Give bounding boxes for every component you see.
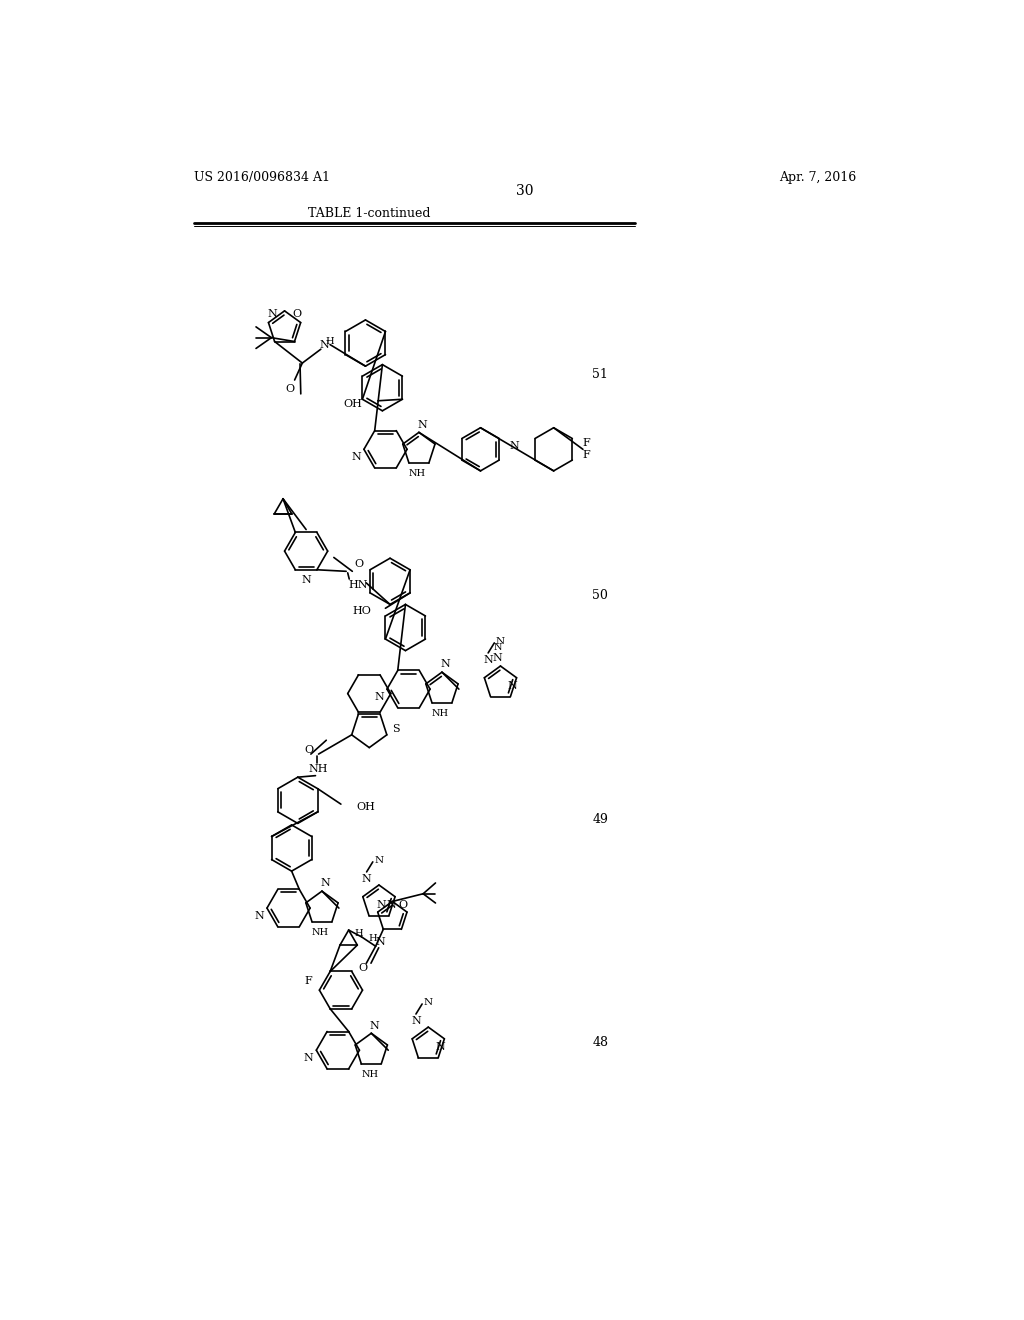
Text: N: N xyxy=(304,1053,313,1063)
Text: N: N xyxy=(411,1016,421,1026)
Text: NH: NH xyxy=(361,1071,378,1080)
Text: H: H xyxy=(369,935,377,942)
Text: N: N xyxy=(319,339,329,350)
Text: N: N xyxy=(254,911,264,921)
Text: NH: NH xyxy=(312,928,329,937)
Text: NH: NH xyxy=(432,709,449,718)
Text: N: N xyxy=(510,441,519,451)
Text: H: H xyxy=(354,929,362,939)
Text: 51: 51 xyxy=(592,367,608,380)
Text: N: N xyxy=(436,1041,445,1052)
Text: N: N xyxy=(370,1020,379,1031)
Text: F: F xyxy=(582,438,590,449)
Text: 49: 49 xyxy=(592,813,608,825)
Text: N: N xyxy=(508,681,518,692)
Text: N: N xyxy=(493,653,502,664)
Text: N: N xyxy=(375,692,384,702)
Text: OH: OH xyxy=(356,803,375,812)
Text: N: N xyxy=(424,998,433,1007)
Text: N: N xyxy=(301,576,311,585)
Text: N: N xyxy=(377,899,386,909)
Text: NH: NH xyxy=(309,764,329,775)
Text: N: N xyxy=(361,874,372,884)
Text: OH: OH xyxy=(343,399,362,409)
Text: N: N xyxy=(496,636,505,645)
Text: F: F xyxy=(305,975,312,986)
Text: O: O xyxy=(398,899,408,909)
Text: 30: 30 xyxy=(516,183,534,198)
Text: N: N xyxy=(386,900,396,909)
Text: HO: HO xyxy=(352,606,372,616)
Text: 48: 48 xyxy=(592,1036,608,1049)
Text: O: O xyxy=(305,746,314,755)
Text: HN: HN xyxy=(349,581,369,590)
Text: O: O xyxy=(286,384,295,395)
Text: S: S xyxy=(391,725,399,734)
Text: N: N xyxy=(483,655,493,665)
Text: NH: NH xyxy=(409,470,426,478)
Text: US 2016/0096834 A1: US 2016/0096834 A1 xyxy=(194,172,330,185)
Text: O: O xyxy=(292,309,301,319)
Text: O: O xyxy=(354,558,364,569)
Text: F: F xyxy=(582,450,590,461)
Text: N: N xyxy=(267,309,278,319)
Text: H: H xyxy=(326,337,335,346)
Text: N: N xyxy=(440,660,450,669)
Text: N: N xyxy=(375,855,384,865)
Text: N: N xyxy=(417,420,427,430)
Text: N: N xyxy=(321,878,330,888)
Text: Apr. 7, 2016: Apr. 7, 2016 xyxy=(778,172,856,185)
Text: N: N xyxy=(494,643,502,652)
Text: N: N xyxy=(351,451,361,462)
Text: 50: 50 xyxy=(592,589,608,602)
Text: O: O xyxy=(358,962,368,973)
Text: TABLE 1-continued: TABLE 1-continued xyxy=(308,207,430,220)
Text: N: N xyxy=(376,937,385,946)
